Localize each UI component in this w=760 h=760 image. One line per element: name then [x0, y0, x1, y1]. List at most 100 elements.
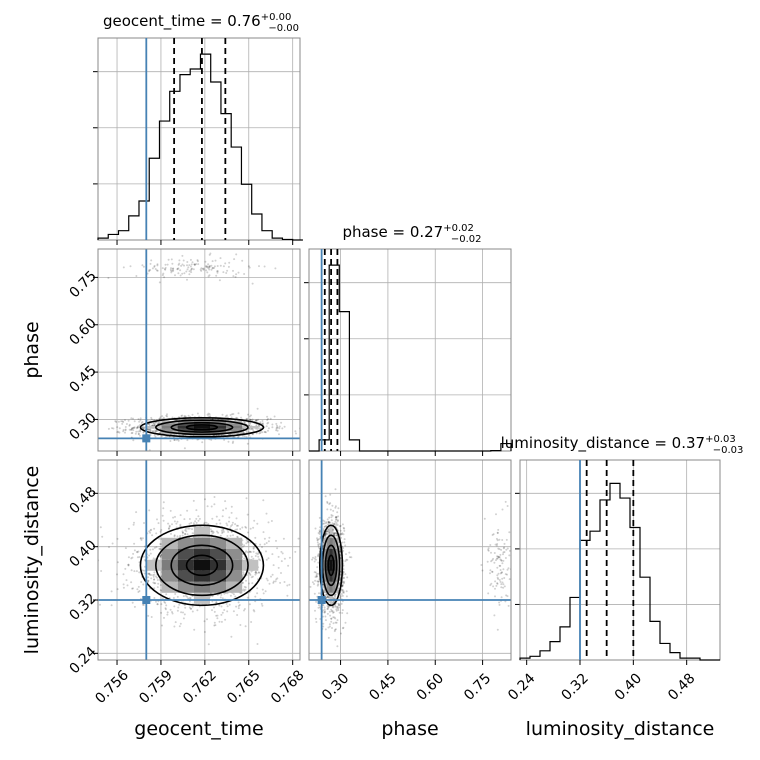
sample-point	[498, 579, 501, 581]
density-cell	[161, 570, 178, 582]
density-cell	[193, 426, 210, 429]
sample-point	[99, 603, 101, 606]
sample-point	[323, 520, 326, 523]
sample-point	[124, 567, 127, 570]
sample-point	[208, 265, 211, 268]
sample-point	[215, 614, 218, 617]
sample-point	[259, 427, 262, 430]
sample-point	[152, 574, 155, 577]
sample-point	[166, 611, 169, 614]
sample-point	[313, 583, 315, 585]
density-cell	[329, 559, 333, 571]
sample-point	[258, 432, 261, 435]
sample-point	[312, 556, 314, 559]
sample-point	[111, 427, 113, 430]
sample-point	[245, 550, 248, 553]
sample-point	[334, 488, 337, 491]
sample-point	[222, 529, 225, 532]
sample-point	[189, 258, 192, 261]
sample-point	[185, 270, 188, 273]
sample-point	[504, 600, 507, 603]
sample-point	[163, 616, 165, 619]
sample-point	[324, 594, 327, 597]
density-cell	[193, 570, 210, 582]
sample-point	[322, 528, 325, 530]
sample-point	[275, 427, 278, 430]
sample-point	[275, 578, 278, 581]
density-cell	[329, 537, 333, 549]
sample-point	[318, 604, 320, 607]
sample-point	[322, 622, 325, 625]
sample-point	[325, 596, 328, 599]
sample-point	[219, 522, 222, 525]
sample-point	[506, 505, 509, 507]
sample-point	[254, 419, 257, 422]
sample-point	[277, 566, 280, 569]
sample-point	[246, 551, 249, 554]
density-cell	[226, 423, 243, 426]
sample-point	[161, 274, 164, 277]
density-cell	[210, 570, 227, 582]
sample-point	[500, 596, 503, 599]
sample-point	[272, 581, 275, 584]
sample-point	[244, 588, 247, 591]
sample-point	[499, 564, 502, 567]
sample-point	[180, 611, 183, 614]
sample-point	[339, 548, 341, 551]
sample-point	[188, 597, 191, 600]
sample-point	[167, 258, 170, 261]
sample-point	[249, 422, 252, 425]
sample-point	[183, 414, 186, 417]
density-cell	[226, 426, 243, 429]
sample-point	[208, 268, 211, 271]
sample-point	[337, 507, 340, 510]
sample-point	[323, 514, 325, 516]
sample-point	[153, 571, 156, 574]
sample-point	[237, 605, 240, 607]
sample-point	[122, 583, 125, 586]
sample-point	[327, 606, 330, 609]
sample-point	[127, 419, 130, 422]
sample-point	[149, 269, 152, 271]
sample-point	[318, 543, 321, 545]
sample-point	[234, 523, 237, 526]
sample-point	[232, 440, 235, 443]
sample-point	[490, 582, 493, 585]
sample-point	[110, 604, 113, 607]
sample-point	[114, 420, 117, 423]
sample-point	[176, 267, 179, 270]
sample-point	[188, 522, 191, 525]
sample-point	[110, 590, 113, 593]
sample-point	[135, 275, 138, 277]
sample-point	[184, 532, 187, 535]
sample-point	[336, 511, 339, 514]
sample-point	[205, 269, 208, 272]
sample-point	[241, 575, 244, 577]
sample-point	[335, 515, 338, 518]
sample-point	[147, 572, 150, 575]
sample-point	[267, 427, 270, 430]
sample-point	[176, 609, 179, 612]
sample-point	[232, 534, 234, 537]
sample-point	[332, 622, 335, 625]
sample-point	[339, 529, 342, 532]
sample-point	[247, 531, 249, 534]
sample-point	[486, 560, 489, 563]
sample-point	[228, 261, 231, 264]
sample-point	[213, 267, 215, 269]
sample-point	[337, 602, 340, 605]
sample-point	[323, 525, 326, 528]
sample-point	[344, 560, 347, 563]
sample-point	[131, 587, 134, 590]
sample-point	[334, 628, 337, 631]
sample-point	[186, 261, 189, 263]
sample-point	[211, 266, 214, 269]
sample-point	[326, 612, 329, 615]
density-cell	[177, 570, 194, 582]
sample-point	[230, 525, 232, 528]
sample-point	[192, 268, 195, 271]
sample-point	[324, 619, 327, 622]
sample-point	[181, 263, 184, 266]
sample-point	[211, 530, 214, 533]
sample-point	[137, 432, 140, 435]
